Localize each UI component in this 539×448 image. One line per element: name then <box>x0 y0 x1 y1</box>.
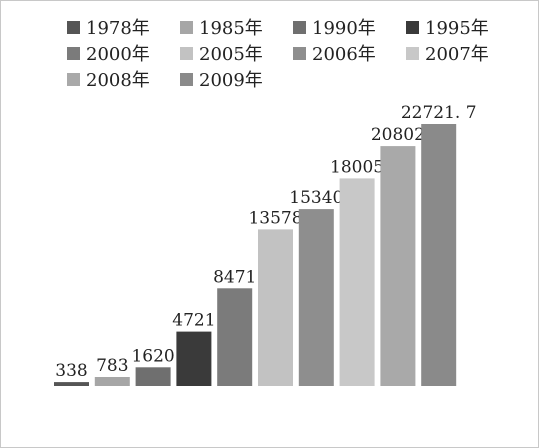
legend-label: 2008年 <box>86 70 150 91</box>
legend-item: 2006年 <box>293 41 406 65</box>
legend-label: 2007年 <box>425 44 489 65</box>
legend-item: 1985年 <box>180 15 293 39</box>
bar <box>94 377 130 386</box>
bar <box>258 229 293 386</box>
legend-swatch <box>180 72 193 86</box>
legend-item: 2007年 <box>406 41 519 65</box>
data-label: 338 <box>55 361 87 381</box>
legend-item: 2005年 <box>180 41 293 65</box>
legend-swatch <box>180 46 193 60</box>
legend-swatch <box>180 20 193 34</box>
data-label: 13578 <box>248 208 302 228</box>
legend-swatch <box>293 46 306 60</box>
legend-item: 2008年 <box>67 67 180 91</box>
bar <box>54 382 89 386</box>
data-label: 783 <box>96 356 128 376</box>
legend-swatch <box>406 46 419 60</box>
legend-swatch <box>67 46 80 60</box>
legend-swatch <box>67 20 80 34</box>
legend-item: 1990年 <box>293 15 406 39</box>
data-label: 8471 <box>213 267 256 287</box>
bar <box>380 146 416 386</box>
bar <box>135 367 171 386</box>
legend-label: 2005年 <box>199 44 263 65</box>
legend-swatch <box>293 20 306 34</box>
bar <box>421 124 457 386</box>
data-label: 22721. 7 <box>401 103 477 123</box>
data-label: 20802 <box>371 125 425 145</box>
bar <box>339 178 375 386</box>
legend-label: 1985年 <box>199 18 263 39</box>
legend-label: 1990年 <box>312 18 376 39</box>
legend-item: 2000年 <box>67 41 180 65</box>
chart-legend: 1978年 1985年 1990年 1995年 2000年 2005年 2006年 2007年… <box>67 15 527 91</box>
legend-item: 2009年 <box>180 67 293 91</box>
legend-swatch <box>67 72 80 86</box>
data-label: 4721 <box>172 311 215 331</box>
bar <box>176 331 212 386</box>
legend-item: 1995年 <box>406 15 519 39</box>
bar <box>298 209 334 386</box>
legend-label: 2009年 <box>199 70 263 91</box>
legend-swatch <box>406 20 419 34</box>
data-label: 15340 <box>289 188 343 208</box>
legend-label: 1995年 <box>425 18 489 39</box>
legend-label: 2000年 <box>86 44 150 65</box>
legend-label: 2006年 <box>312 44 376 65</box>
legend-item: 1978年 <box>67 15 180 39</box>
data-label: 1620 <box>131 346 174 366</box>
data-label: 18005 <box>330 157 384 177</box>
bar <box>217 288 253 386</box>
legend-label: 1978年 <box>86 18 150 39</box>
